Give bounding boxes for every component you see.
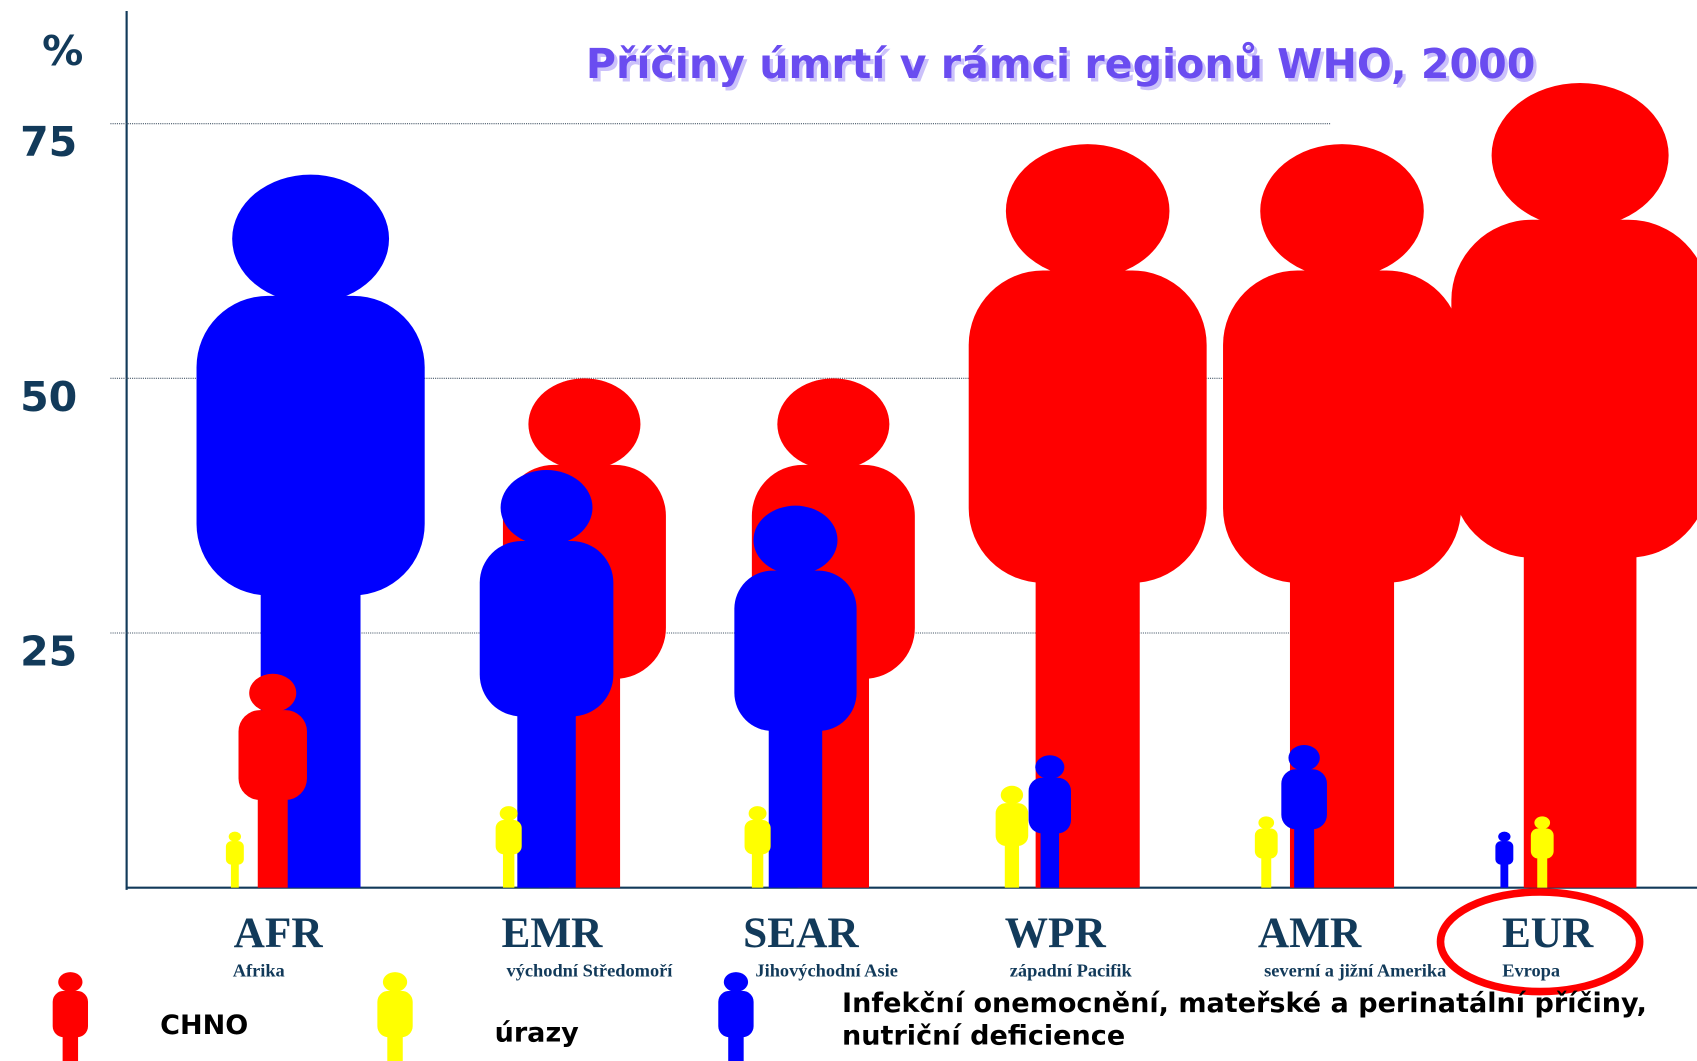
figure-head <box>1006 144 1170 278</box>
chart: Příčiny úmrtí v rámci regionů WHO, 2000 … <box>0 0 1697 1061</box>
figure-head <box>229 832 241 842</box>
figure <box>1451 83 1697 888</box>
figure <box>197 175 425 888</box>
y-axis-label: % <box>42 27 83 75</box>
figure-head <box>1498 832 1510 842</box>
figure-head <box>501 470 593 545</box>
figure-head <box>1001 786 1023 804</box>
figure-head <box>749 806 767 821</box>
figure-legs <box>517 679 575 888</box>
x-tick-label: AMR <box>1258 909 1362 957</box>
figure-head <box>1288 745 1319 771</box>
figure-head <box>383 972 407 992</box>
figure <box>226 832 244 888</box>
figure-legs <box>1041 821 1060 887</box>
category-description: východní Středomoří <box>507 960 674 980</box>
category-description: Jihovýchodní Asie <box>755 960 897 980</box>
figure-legs <box>503 847 514 888</box>
legend-icon <box>718 972 753 1061</box>
category-description: západní Pacifik <box>1010 960 1133 980</box>
figure-head <box>1035 755 1064 779</box>
y-tick-label: 50 <box>20 373 77 421</box>
figure-legs <box>752 847 763 888</box>
x-tick-label: WPR <box>1005 909 1107 957</box>
figure-head <box>1534 816 1550 829</box>
x-tick-label: AFR <box>234 909 324 957</box>
figure-head <box>500 806 518 821</box>
category-description: Afrika <box>233 960 285 980</box>
figure-head <box>724 972 748 992</box>
category-description: Evropa <box>1502 960 1560 980</box>
figure-head <box>1492 83 1669 228</box>
y-tick-label: 75 <box>20 118 77 166</box>
legend-label-box: Infekční onemocnění, mateřské a perinatá… <box>842 987 1697 1061</box>
legend-icon <box>377 972 412 1061</box>
figure-legs <box>1261 852 1271 888</box>
figure-head <box>753 506 837 575</box>
x-tick-label: SEAR <box>743 909 859 957</box>
figure-head <box>1260 144 1424 278</box>
figure-legs <box>1537 852 1547 888</box>
figure-legs <box>231 860 239 888</box>
figure-legs <box>1294 816 1314 887</box>
figure-head <box>777 378 889 470</box>
figure-legs <box>1500 860 1508 888</box>
page: {"chart_data": {"type": "pictogram", "ti… <box>0 0 1697 1061</box>
figure <box>1495 832 1513 888</box>
figure <box>1223 144 1461 888</box>
legend-icon <box>53 972 88 1061</box>
figure-legs <box>1005 837 1019 888</box>
figure <box>1255 816 1278 887</box>
legend-label: CHNO <box>160 1010 248 1041</box>
figure <box>969 144 1207 888</box>
figure <box>745 806 771 887</box>
figure <box>996 786 1029 888</box>
figure-legs <box>258 781 288 888</box>
figure-head <box>249 674 296 713</box>
figure-legs <box>63 1027 78 1061</box>
y-tick-label: 25 <box>20 627 77 675</box>
chart-title: Příčiny úmrtí v rámci regionů WHO, 2000 <box>586 40 1535 88</box>
legend-label: Infekční onemocnění, mateřské a perinatá… <box>842 987 1692 1052</box>
x-tick-label: EMR <box>501 909 603 957</box>
x-tick-label: EUR <box>1502 909 1594 957</box>
figure-head <box>58 972 82 992</box>
figure-head <box>528 378 640 470</box>
category-description: severní a jižní Amerika <box>1264 960 1446 980</box>
figure-head <box>1258 816 1274 829</box>
figure-legs <box>387 1027 402 1061</box>
figure-legs <box>769 697 822 888</box>
figure-head <box>232 175 389 303</box>
legend-label: úrazy <box>495 1017 580 1048</box>
figure-legs <box>728 1027 743 1061</box>
